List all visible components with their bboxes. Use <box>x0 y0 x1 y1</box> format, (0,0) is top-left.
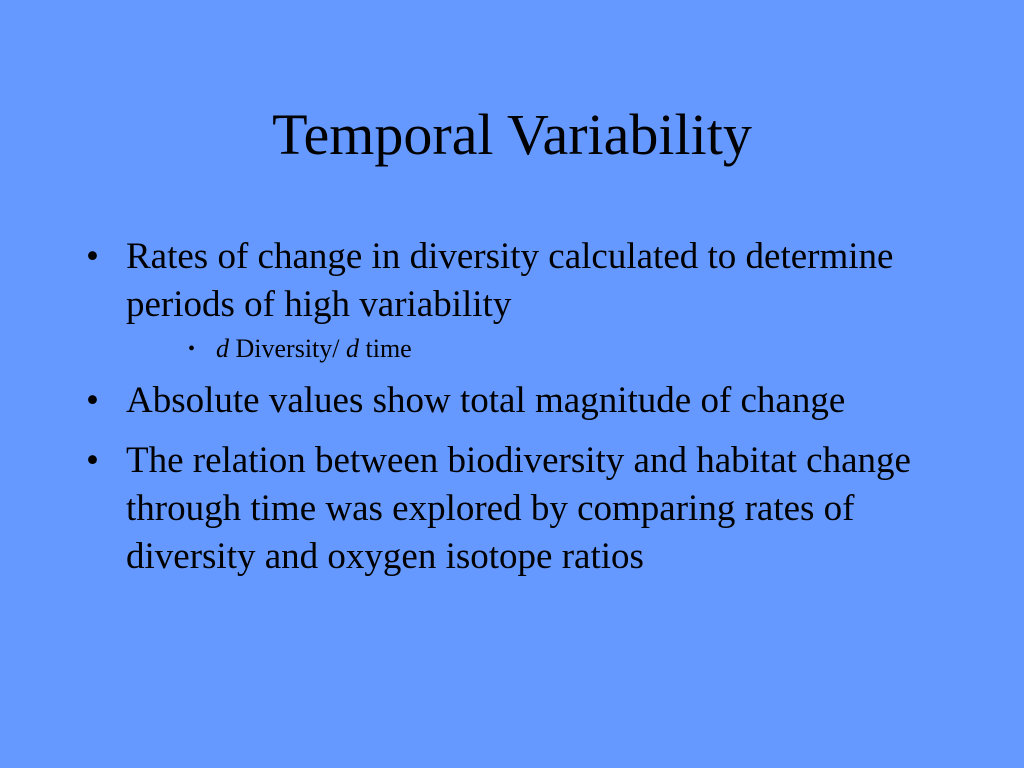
sub-bullet-text: time <box>359 334 412 363</box>
sub-bullet-text: Diversity/ <box>229 334 346 363</box>
sub-bullet-dot: • <box>188 338 196 360</box>
bullet-text: Absolute values show total magnitude of … <box>126 380 846 421</box>
bullet-dot: • <box>86 440 99 481</box>
derivative-symbol: d <box>346 334 359 363</box>
bullet-item: • The relation between biodiversity and … <box>84 437 934 581</box>
bullet-text: The relation between biodiversity and ha… <box>126 440 911 577</box>
bullet-dot: • <box>86 236 99 277</box>
bullet-list: • Rates of change in diversity calculate… <box>84 233 934 593</box>
sub-bullet-item: • d Diversity/ d time <box>126 333 934 365</box>
bullet-item: • Rates of change in diversity calculate… <box>84 233 934 365</box>
derivative-symbol: d <box>216 334 229 363</box>
sub-bullet-list: • d Diversity/ d time <box>126 333 934 365</box>
bullet-item: • Absolute values show total magnitude o… <box>84 377 934 425</box>
bullet-dot: • <box>86 380 99 421</box>
slide-title: Temporal Variability <box>272 102 752 167</box>
bullet-text: Rates of change in diversity calculated … <box>126 236 894 325</box>
